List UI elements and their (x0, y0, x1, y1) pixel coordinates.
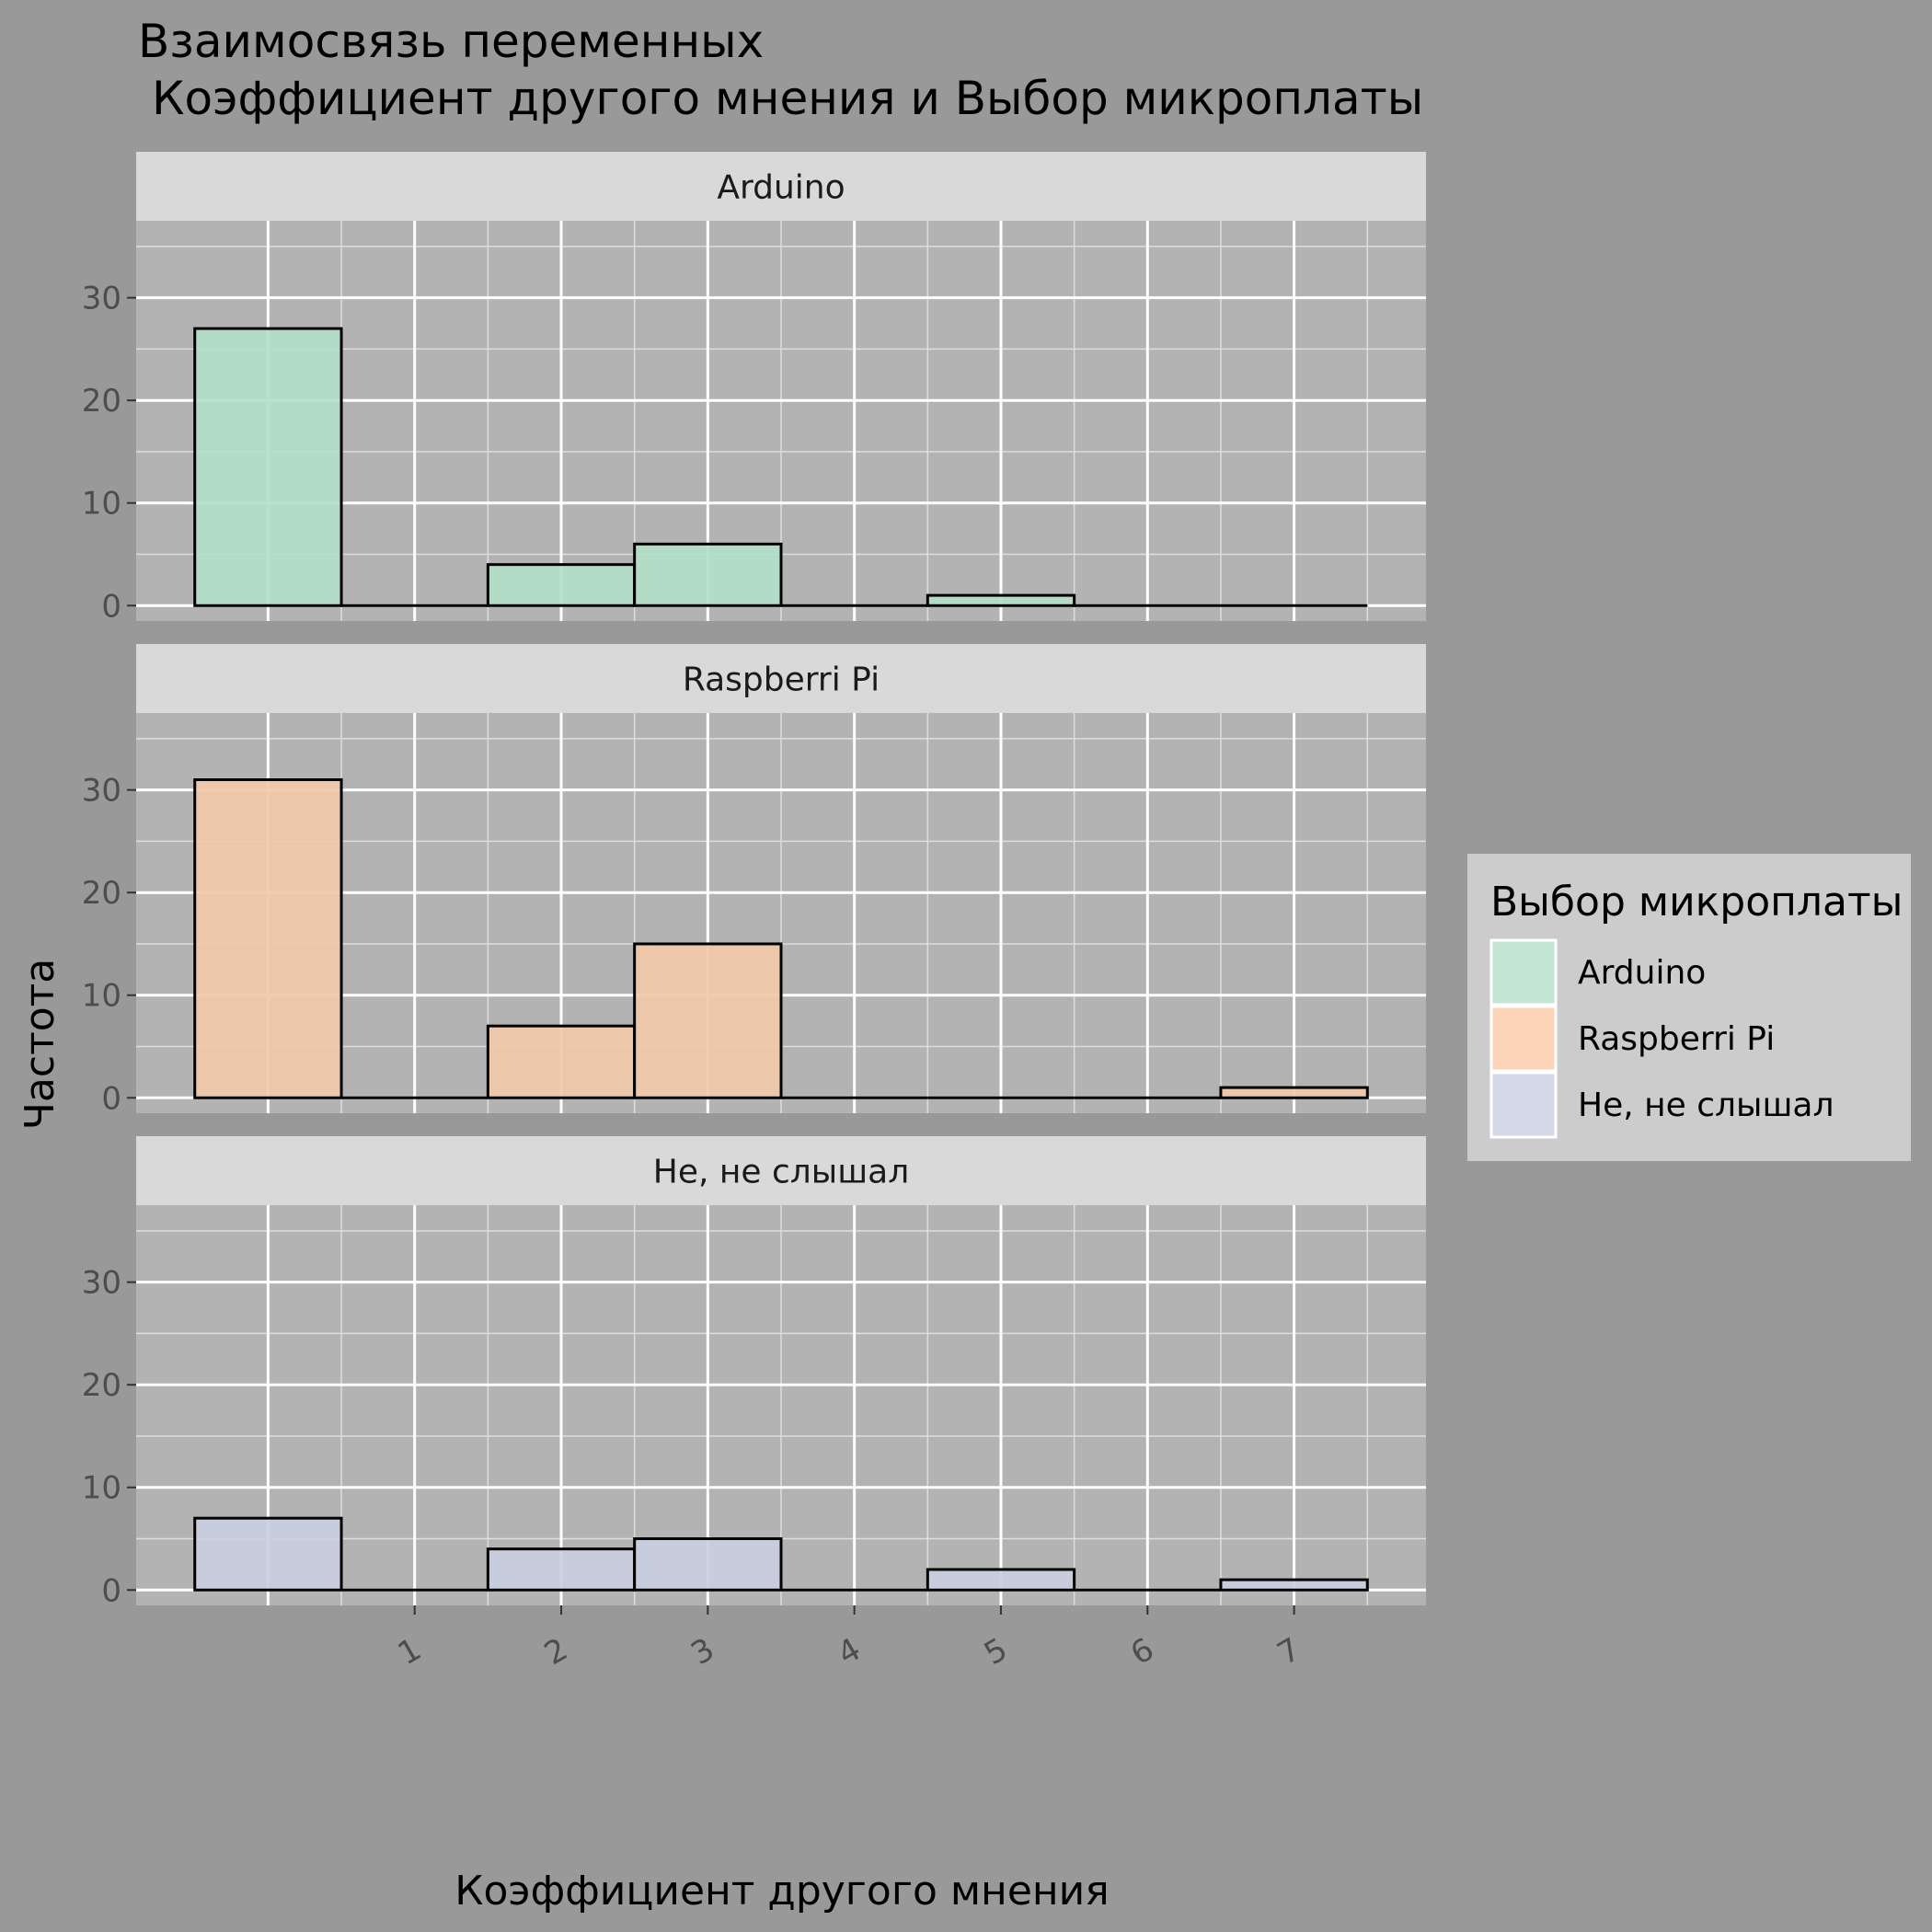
x-axis-title: Коэффициент другого мнения (454, 1868, 1109, 1915)
y-tick-label: 0 (101, 588, 121, 625)
legend-key (1489, 1071, 1558, 1139)
y-tick-label: 20 (82, 875, 121, 912)
bar (486, 1024, 637, 1099)
facet-panel: Arduino 0 10 20 30 (82, 152, 1426, 625)
chart-title-line-1: Взаимосвязь переменных (138, 15, 764, 68)
facet-panel: Raspberri Pi 0 10 20 30 (82, 644, 1426, 1117)
legend-items: Arduino Raspberri Pi Не, не слышал (1489, 938, 1834, 1139)
bar (633, 542, 783, 607)
legend-label: Не, не слышал (1578, 1087, 1834, 1124)
legend: Выбор микроплаты Arduino Raspberri Pi Не, … (1467, 854, 1911, 1161)
bar (633, 942, 783, 1099)
legend-title: Выбор микроплаты (1490, 879, 1903, 926)
y-tick-label: 0 (101, 1572, 121, 1609)
y-tick-label: 10 (82, 978, 121, 1015)
legend-key (1489, 1005, 1558, 1073)
y-tick-label: 30 (82, 281, 121, 317)
y-tick-label: 30 (82, 773, 121, 810)
y-tick-label: 30 (82, 1265, 121, 1302)
legend-label: Raspberri Pi (1578, 1020, 1775, 1058)
bar (486, 1547, 637, 1592)
bar (926, 1568, 1076, 1592)
y-tick-label: 10 (82, 486, 121, 523)
bar (1219, 1578, 1369, 1592)
y-axis-title: Частота (17, 959, 63, 1130)
facet-strip-label: Raspberri Pi (683, 661, 880, 699)
bar (926, 593, 1076, 607)
bar (1219, 1086, 1369, 1099)
facet-strip (136, 152, 1426, 221)
bar (193, 1516, 343, 1592)
facet-strip (136, 1136, 1426, 1205)
facet-strip-label: Не, не слышал (653, 1154, 909, 1191)
y-tick-label: 20 (82, 383, 121, 420)
bar (633, 1537, 783, 1592)
chart-title-line-2: Коэффициент другого мнения и Выбор микро… (152, 72, 1423, 125)
legend-key (1489, 938, 1558, 1006)
y-tick-label: 0 (101, 1080, 121, 1117)
y-tick-label: 10 (82, 1470, 121, 1507)
bar (193, 327, 343, 607)
bar (486, 563, 637, 607)
legend-label: Arduino (1578, 954, 1706, 992)
bar (193, 778, 343, 1099)
facet-strip (136, 644, 1426, 713)
facet-panel: Не, не слышал 0 10 20 30 (82, 1136, 1426, 1609)
facet-strip-label: Arduino (717, 169, 845, 207)
y-tick-label: 20 (82, 1367, 121, 1404)
